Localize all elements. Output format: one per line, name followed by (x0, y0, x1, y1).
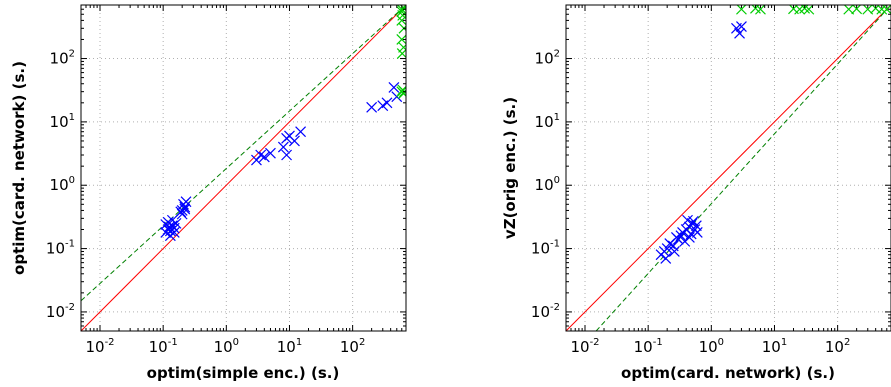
data-point-blue (381, 97, 393, 109)
data-point-blue (168, 226, 180, 238)
chart-left: 10-2 10-1 100 101 102 10-2 10-1 100 101 102 optim… (10, 4, 407, 382)
data-point-blue (289, 135, 300, 147)
x-tick-label: 100 (214, 337, 239, 356)
x-axis-label-left: optim(simple enc.) (s.) (147, 364, 340, 382)
data-point-blue (255, 149, 267, 161)
y-tick-label: 100 (535, 175, 560, 194)
x-tick-label: 101 (277, 337, 302, 356)
data-point-blue (258, 151, 270, 163)
y-tick-label: 102 (535, 49, 560, 68)
data-point-blue (295, 126, 307, 138)
data-point-blue (734, 27, 745, 39)
data-point-blue (265, 147, 276, 159)
data-point-green (736, 5, 747, 15)
data-point-blue (281, 149, 293, 161)
data-point-green (881, 5, 891, 15)
x-tick-label: 102 (825, 337, 850, 356)
data-point-green (396, 6, 406, 18)
data-point-blue (277, 141, 289, 153)
data-point-green (396, 5, 406, 15)
y-tick-label: 10-1 (531, 239, 560, 258)
identity-line (81, 5, 406, 331)
data-point-blue (675, 230, 687, 242)
data-point-blue (366, 101, 378, 113)
x-tick-label: 10-2 (85, 337, 114, 356)
data-point-green (396, 14, 406, 26)
data-point-blue (685, 228, 697, 240)
y-tick-label: 101 (50, 112, 75, 131)
y-tick-label: 102 (50, 49, 75, 68)
data-point-blue (687, 215, 699, 227)
data-points-right (655, 5, 891, 264)
y-tick-label: 10-2 (46, 302, 75, 321)
data-point-blue (736, 21, 747, 32)
y-tick-label: 100 (50, 175, 75, 194)
reference-lines-left (81, 5, 406, 331)
data-point-green (755, 5, 766, 15)
data-point-green (876, 5, 888, 15)
ticks-right: 10-2 10-1 100 101 102 10-2 10-1 100 101 102 (531, 5, 891, 356)
data-point-blue (668, 246, 680, 257)
y-axis-label-right: vZ(orig enc.) (s.) (501, 97, 519, 239)
chart-right: 10-2 10-1 100 101 102 10-2 10-1 100 101 102 optim… (501, 4, 891, 382)
y-tick-label: 101 (535, 112, 560, 131)
x-axis-label-right: optim(card. network) (s.) (621, 364, 835, 382)
data-point-blue (660, 252, 672, 264)
data-point-green (398, 88, 406, 99)
fit-line (81, 5, 406, 302)
identity-line (566, 5, 891, 331)
data-point-blue (179, 203, 191, 215)
data-point-blue (691, 226, 703, 238)
fit-line (595, 5, 891, 331)
x-tick-label: 10-2 (570, 337, 599, 356)
x-tick-label: 100 (699, 337, 724, 356)
data-point-blue (683, 232, 695, 243)
x-tick-label: 10-1 (634, 337, 663, 356)
ticks-left: 10-2 10-1 100 101 102 10-2 10-1 100 101 102 (46, 5, 406, 356)
data-point-blue (388, 81, 400, 93)
y-tick-label: 10-2 (531, 302, 560, 321)
x-tick-label: 101 (762, 337, 787, 356)
x-tick-label: 10-1 (149, 337, 178, 356)
data-point-blue (661, 243, 673, 255)
data-point-blue (166, 214, 178, 226)
plot-frame-right (565, 4, 891, 332)
y-axis-label-left: optim(card. network) (s.) (10, 61, 28, 275)
reference-lines-right (566, 5, 891, 331)
data-point-blue (176, 208, 188, 220)
x-tick-label: 102 (340, 337, 365, 356)
y-tick-label: 10-1 (46, 239, 75, 258)
plot-frame-left (80, 4, 407, 332)
